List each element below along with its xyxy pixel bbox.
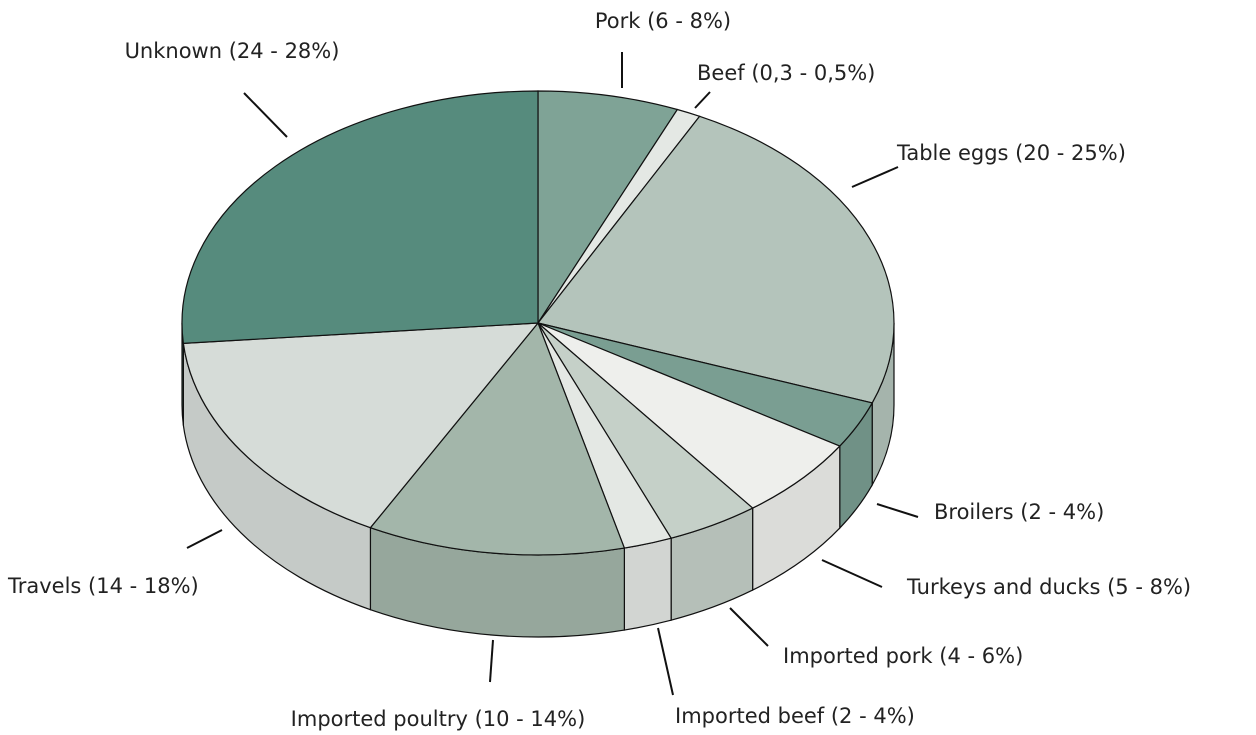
slice	[182, 322, 540, 529]
slice-label: Travels (14 - 18%)	[7, 574, 199, 598]
slice-label: Turkeys and ducks (5 - 8%)	[906, 575, 1191, 599]
slice-label: Table eggs (20 - 25%)	[896, 141, 1126, 165]
side-shade	[182, 323, 184, 426]
slice	[536, 115, 895, 404]
slice-label: Pork (6 - 8%)	[595, 9, 731, 33]
slice-label: Beef (0,3 - 0,5%)	[697, 61, 875, 85]
slice	[537, 90, 679, 326]
leader-line	[186, 529, 223, 549]
slice-label: Imported pork (4 - 6%)	[783, 644, 1023, 668]
leader-line	[729, 607, 769, 647]
leader-line	[876, 503, 919, 518]
top-faces	[181, 90, 895, 556]
side-shade	[752, 446, 840, 591]
slice	[537, 322, 841, 509]
side-faces	[181, 322, 895, 638]
leader-line	[694, 91, 711, 109]
slice-label: Imported beef (2 - 4%)	[675, 704, 915, 728]
slice-label: Unknown (24 - 28%)	[125, 39, 340, 63]
leader-line	[821, 559, 883, 588]
leader-line	[657, 627, 674, 696]
side-shade	[839, 402, 873, 529]
slice	[369, 321, 626, 556]
leader-line	[851, 166, 899, 188]
slice-side	[623, 537, 672, 631]
side-shade	[183, 343, 371, 610]
slice-label: Broilers (2 - 4%)	[934, 500, 1104, 524]
slice	[181, 90, 539, 345]
side-shade	[671, 508, 753, 621]
side-shade	[624, 538, 672, 631]
leader-line	[489, 639, 494, 683]
slice-label: Imported poultry (10 - 14%)	[291, 707, 586, 731]
leader-line	[243, 92, 288, 138]
